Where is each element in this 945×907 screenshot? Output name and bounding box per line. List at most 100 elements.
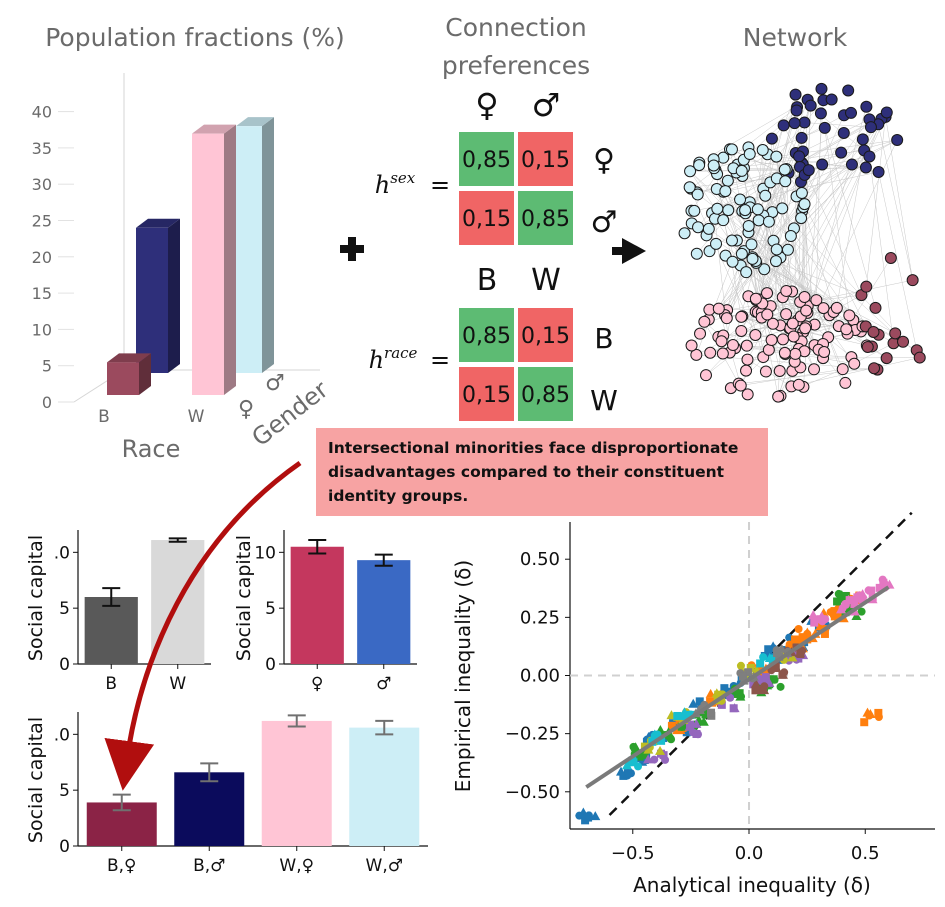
network-node xyxy=(799,322,812,335)
race-label-h: h xyxy=(369,346,384,374)
network-node xyxy=(818,121,831,134)
preferences-title-line1: Connection xyxy=(445,13,586,42)
scatter-y-tick-label: −0.25 xyxy=(505,724,560,745)
network-node xyxy=(815,82,828,95)
network-node xyxy=(830,301,843,314)
network-node xyxy=(789,347,802,360)
network-node xyxy=(765,132,778,145)
network-edge xyxy=(757,279,913,313)
network-node xyxy=(741,353,754,366)
sex-label-h: h xyxy=(375,171,390,199)
scatter-point xyxy=(729,703,740,713)
network-node xyxy=(780,308,793,321)
scatter-point xyxy=(711,688,722,698)
network-edge xyxy=(791,357,920,387)
network-node xyxy=(787,330,800,343)
network-node xyxy=(913,351,926,364)
sex-matrix: 0,85 0,15 0,15 0,85 xyxy=(459,132,573,245)
network-node xyxy=(889,327,902,340)
matrix-cell-value: 0,15 xyxy=(521,324,570,349)
scatter-x-tick-label: 0.5 xyxy=(851,843,880,864)
population-bar xyxy=(236,126,262,373)
network-edge xyxy=(869,156,894,344)
network-node xyxy=(770,243,783,256)
scatter-point xyxy=(684,721,695,731)
scatter-point xyxy=(629,742,638,751)
network-node xyxy=(684,165,697,178)
network-node xyxy=(698,315,711,328)
scatter-point xyxy=(635,752,644,761)
network-node xyxy=(856,133,869,146)
scatter-point xyxy=(830,609,839,618)
network-edge xyxy=(741,316,786,354)
network-node xyxy=(721,174,734,187)
network-edge xyxy=(824,127,876,308)
scatter-point xyxy=(833,609,844,619)
network-node xyxy=(735,324,748,337)
network-edge xyxy=(804,122,871,128)
network-edge xyxy=(755,150,865,312)
network-node xyxy=(773,364,786,377)
network-node xyxy=(717,214,730,227)
scatter-point xyxy=(736,661,745,670)
network-node xyxy=(720,312,733,325)
race-matrix: 0,85 0,15 0,15 0,85 xyxy=(459,308,573,421)
population-chart: Population fractions (%) 0 5 10 15 20 25 30 35 4… xyxy=(32,23,345,463)
scatter-point xyxy=(623,769,632,778)
scatter-y-tick-label: 0.25 xyxy=(520,607,560,628)
network-node xyxy=(751,203,764,216)
network-edge xyxy=(740,265,852,358)
network-node xyxy=(762,343,775,356)
callout-box: Intersectional minorities face dispropor… xyxy=(316,428,768,516)
network-edge xyxy=(694,171,879,212)
network-node xyxy=(814,107,827,120)
scatter-point xyxy=(810,618,819,627)
network-node xyxy=(704,346,717,359)
population-bar-top xyxy=(236,117,274,127)
population-x-label-b: B xyxy=(98,407,110,427)
population-x-label-male: ♂ xyxy=(265,371,285,396)
population-bar xyxy=(192,133,224,395)
scatter-point xyxy=(798,633,807,642)
scatter-x-tick-label: −0.5 xyxy=(611,843,655,864)
population-y-tick: 0 xyxy=(42,393,52,412)
chart-y-tick-label: 5 xyxy=(59,781,70,801)
scatter-point xyxy=(744,668,753,677)
scatter-point xyxy=(791,635,800,644)
scatter-point xyxy=(841,600,850,609)
network-node xyxy=(693,159,706,172)
network-node xyxy=(722,204,735,217)
scatter-point xyxy=(881,578,892,588)
race-equals: = xyxy=(430,346,450,374)
chart-y-tick-label: 0 xyxy=(59,655,70,675)
network-edge xyxy=(823,357,920,359)
network-node xyxy=(780,284,793,297)
scatter-ylabel: Empirical inequality (δ) xyxy=(451,560,475,792)
scatter-point xyxy=(787,652,798,662)
chart-y-tick-label: 10 xyxy=(254,543,276,563)
network-node xyxy=(795,131,808,144)
network-node xyxy=(848,357,861,370)
race-chart-ylabel: Social capital xyxy=(25,535,47,661)
population-axis-race: Race xyxy=(122,435,181,463)
network-node xyxy=(735,310,748,323)
network-edge xyxy=(802,119,870,152)
network-node xyxy=(884,252,897,265)
scatter-point xyxy=(643,754,654,764)
network-node xyxy=(712,302,725,315)
network-panel: Network xyxy=(678,23,926,403)
scatter-point xyxy=(771,662,782,672)
network-node xyxy=(793,150,806,163)
network-node xyxy=(759,189,772,202)
network-node xyxy=(845,106,858,119)
chart-category-label: W xyxy=(169,674,186,694)
network-node xyxy=(683,181,696,194)
scatter-point xyxy=(769,675,778,684)
sex-row-male: ♂ xyxy=(591,205,618,240)
network-node xyxy=(761,287,774,300)
network-node xyxy=(734,379,747,392)
population-bar-side xyxy=(262,117,274,373)
network-node xyxy=(749,292,762,305)
network-edge xyxy=(771,138,807,311)
scatter-point xyxy=(834,589,843,598)
